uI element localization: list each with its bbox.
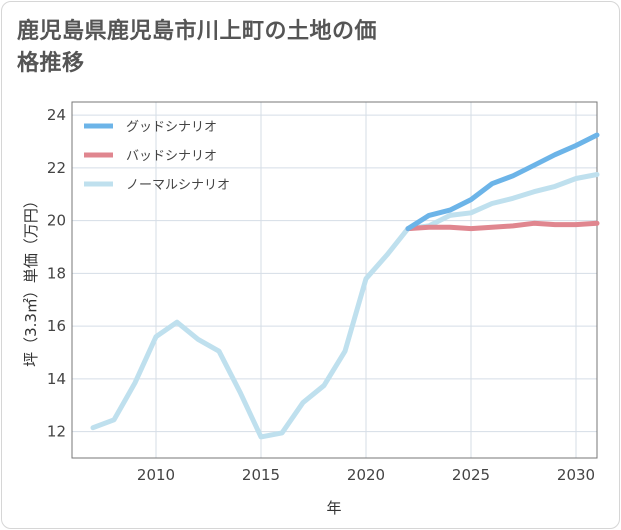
y-tick-label: 12: [47, 423, 66, 441]
y-axis-label: 坪（3.3㎡）単価（万円）: [22, 193, 40, 367]
x-axis-label: 年: [326, 499, 341, 517]
x-tick-label: 2030: [557, 466, 595, 484]
y-tick-label: 20: [47, 212, 66, 230]
chart-title: 鹿児島県鹿児島市川上町の土地の価格推移: [17, 19, 378, 76]
tick-labels: 2010 2015 2020 2025 2030 12 14 16 18 20 22 24: [47, 106, 595, 484]
y-tick-label: 24: [47, 106, 66, 124]
y-tick-label: 22: [47, 159, 66, 177]
y-tick-label: 18: [47, 264, 66, 282]
y-tick-label: 16: [47, 317, 66, 335]
series-layer: [90, 132, 600, 440]
legend-label: グッドシナリオ: [126, 120, 217, 135]
x-tick-label: 2010: [137, 466, 175, 484]
x-tick-label: 2020: [347, 466, 385, 484]
y-tick-label: 14: [47, 370, 66, 388]
series-line-0: [405, 132, 600, 232]
plot-area-border: [71, 101, 598, 459]
legend-label: ノーマルシナリオ: [126, 178, 230, 193]
x-tick-label: 2015: [242, 466, 280, 484]
legend-label: バッドシナリオ: [126, 149, 217, 164]
x-tick-label: 2025: [452, 466, 490, 484]
series-line-2: [90, 172, 600, 440]
series-line-1: [405, 220, 600, 232]
